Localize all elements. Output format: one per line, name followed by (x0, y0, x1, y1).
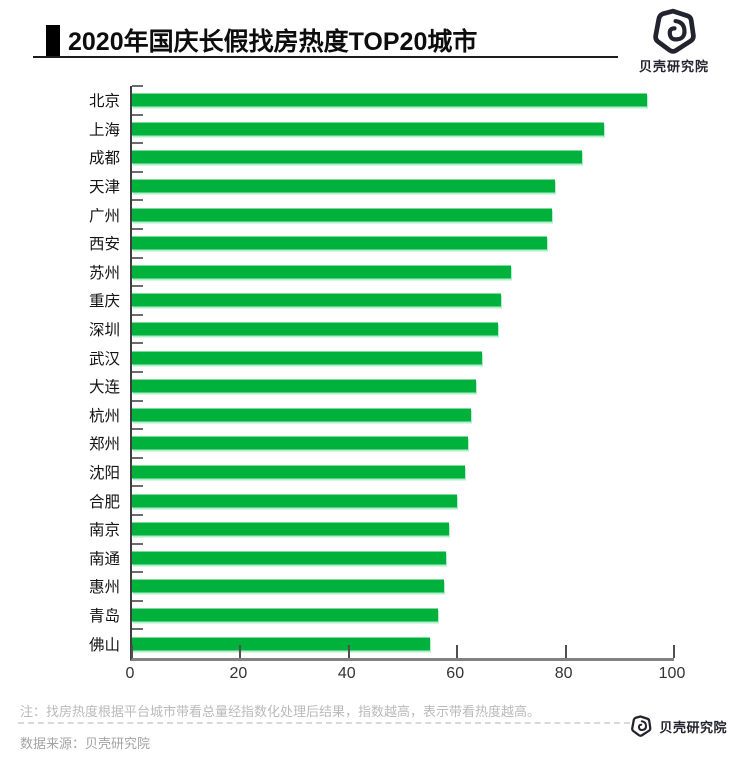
bar-row: 成都 (89, 142, 674, 172)
bar (132, 379, 477, 393)
bar (132, 236, 547, 250)
data-source: 数据来源：贝壳研究院 (20, 736, 151, 751)
brand-name-bottom: 贝壳研究院 (659, 719, 727, 735)
x-axis-label: 40 (337, 665, 356, 682)
category-label: 重庆 (88, 293, 120, 311)
x-axis-tick (347, 645, 350, 658)
bar-row: 北京 (89, 85, 674, 115)
bar (132, 522, 450, 536)
category-label: 南京 (88, 522, 120, 540)
bar (132, 494, 458, 508)
page-title: 2020年国庆长假找房热度TOP20城市 (68, 28, 478, 56)
footer-divider (18, 722, 630, 724)
category-label: 郑州 (88, 436, 120, 454)
bar-row: 惠州 (89, 571, 674, 601)
x-axis-label: 100 (658, 665, 686, 682)
header-divider (33, 56, 618, 58)
bar-row: 天津 (89, 170, 674, 201)
x-axis-tick (131, 645, 133, 658)
x-axis-tick (456, 645, 459, 658)
brand-logo-bottom: 贝壳研究院 (629, 715, 727, 737)
category-label: 苏州 (88, 264, 120, 282)
x-axis: 0 20 40 60 80 100 (126, 663, 686, 687)
category-label: 北京 (88, 93, 120, 111)
bar (132, 579, 444, 593)
bar-row: 郑州 (89, 428, 674, 458)
bar (132, 351, 482, 365)
category-label: 天津 (88, 179, 120, 197)
category-label: 大连 (88, 379, 120, 397)
bar (132, 179, 555, 193)
x-axis-tick (673, 645, 675, 658)
bar (132, 122, 604, 136)
category-label: 杭州 (88, 407, 120, 425)
category-label: 合肥 (88, 493, 120, 511)
bar (132, 465, 466, 479)
category-label: 沈阳 (88, 465, 120, 483)
bar-row: 青岛 (89, 599, 674, 630)
category-label: 武汉 (88, 350, 120, 368)
brand-logo-top: 贝壳研究院 (634, 8, 714, 75)
plot-area: 北京上海成都天津广州西安苏州重庆深圳武汉大连杭州郑州沈阳合肥南京南通惠州青岛佛山 (89, 85, 675, 661)
bar-row: 深圳 (89, 313, 674, 344)
bar (132, 551, 447, 565)
bar (132, 265, 512, 279)
x-axis-label: 20 (229, 665, 248, 682)
category-label: 青岛 (88, 607, 120, 625)
bar (132, 93, 647, 107)
category-label: 广州 (88, 207, 120, 225)
bar-row: 佛山 (89, 628, 674, 658)
bar-row: 沈阳 (89, 456, 674, 487)
bar-row: 武汉 (89, 342, 674, 372)
bar (132, 208, 553, 222)
bar-row: 上海 (89, 113, 674, 144)
bar-row: 大连 (89, 370, 674, 401)
category-label: 南通 (88, 550, 120, 568)
x-axis-tick (564, 645, 567, 658)
x-axis-label: 0 (125, 665, 135, 682)
bar-row: 南通 (89, 542, 674, 573)
chart-note: 注：找房热度根据平台城市带看总量经指数化处理后结果，指数越高，表示带看热度越高。 (20, 704, 541, 719)
category-label: 深圳 (88, 322, 120, 340)
category-label: 惠州 (88, 579, 120, 597)
bar (132, 293, 501, 307)
category-label: 上海 (88, 121, 120, 139)
bar-row: 杭州 (89, 399, 674, 430)
bar-row: 西安 (89, 227, 674, 258)
bar-row: 重庆 (89, 285, 674, 315)
bar (132, 608, 439, 622)
bar-row: 苏州 (89, 256, 674, 287)
header: 2020年国庆长假找房热度TOP20城市 (46, 22, 477, 58)
bar (132, 150, 582, 164)
beike-shell-icon (653, 8, 696, 54)
bar-row: 广州 (89, 199, 674, 229)
brand-name-top: 贝壳研究院 (638, 59, 709, 74)
bar-row: 南京 (89, 513, 674, 544)
category-label: 佛山 (88, 636, 120, 654)
bar (132, 408, 471, 422)
x-axis-label: 80 (554, 665, 573, 682)
category-label: 西安 (88, 236, 120, 254)
x-axis-label: 60 (446, 665, 465, 682)
bar (132, 322, 498, 336)
bar-row: 合肥 (89, 485, 674, 515)
beike-shell-icon-small (631, 715, 652, 737)
category-label: 成都 (88, 150, 120, 168)
title-marker-block (46, 24, 60, 56)
x-axis-tick (239, 645, 242, 658)
bar (132, 637, 431, 651)
bar (132, 436, 469, 450)
